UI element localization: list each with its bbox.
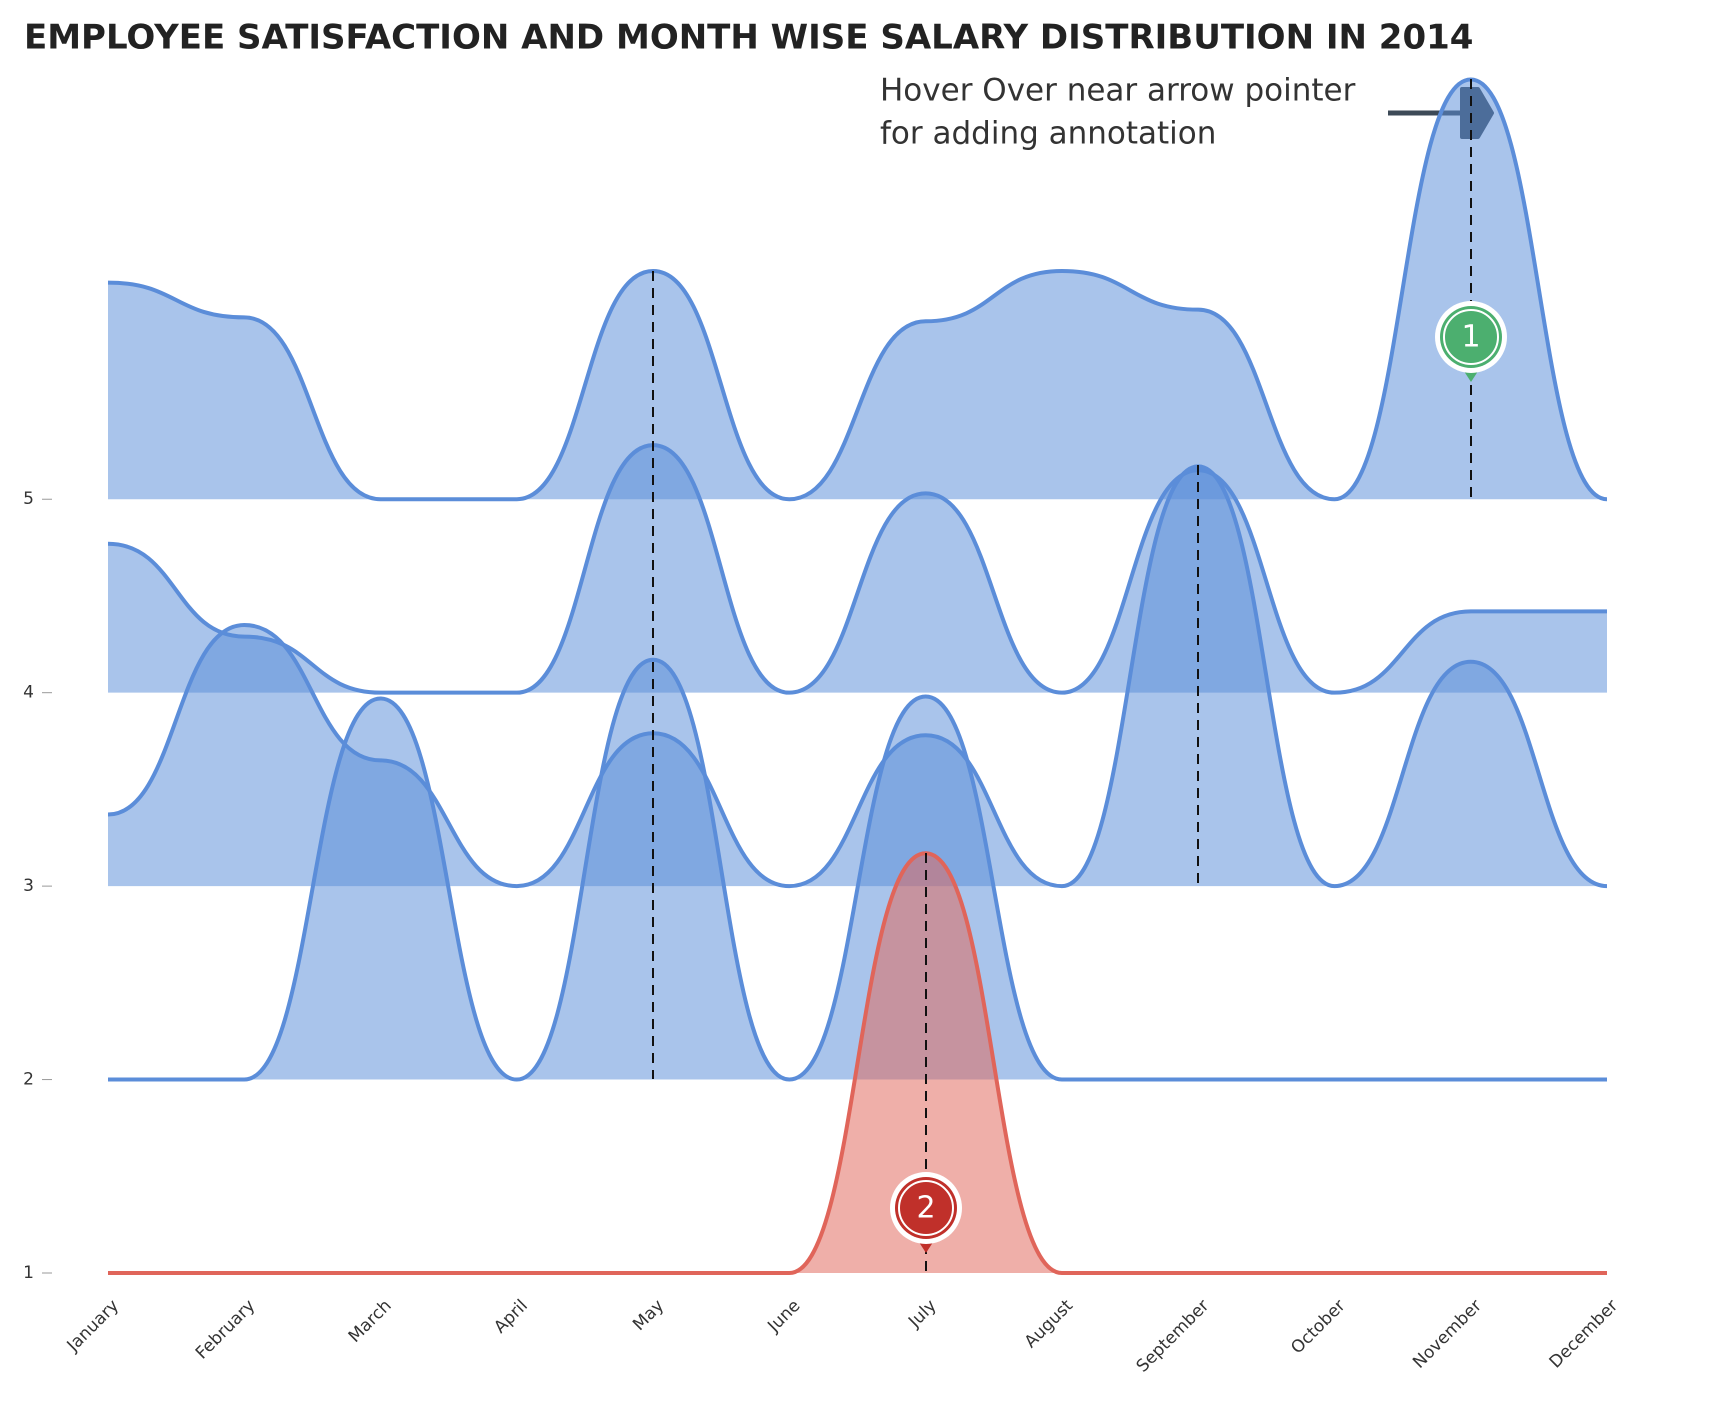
chart-title: EMPLOYEE SATISFACTION AND MONTH WISE SAL…	[24, 18, 1473, 58]
ridge-line	[107, 443, 1607, 695]
x-tick-label: February	[192, 1296, 259, 1363]
x-tick-label: May	[629, 1296, 668, 1335]
x-tick-label: January	[63, 1296, 123, 1356]
x-tick-label: August	[1021, 1296, 1077, 1352]
ridge-area	[108, 659, 1607, 1080]
x-tick-label: July	[904, 1296, 940, 1332]
marker-label: 2	[916, 1191, 935, 1226]
x-tick-label: December	[1546, 1296, 1622, 1372]
ridge-area	[108, 466, 1607, 887]
x-tick-label: March	[345, 1296, 396, 1347]
x-tick-label: September	[1133, 1296, 1214, 1377]
x-tick-label: November	[1409, 1296, 1486, 1373]
marker-circle	[895, 1177, 957, 1239]
annotation-note: Hover Over near arrow pointer	[880, 73, 1356, 109]
x-tick-label: June	[763, 1296, 804, 1337]
x-tick-label: October	[1287, 1296, 1349, 1358]
ridge-area	[108, 79, 1607, 500]
marker-ring	[1443, 309, 1499, 365]
annotation-note: for adding annotation	[880, 116, 1216, 152]
y-tick-label: 2	[23, 1070, 34, 1090]
marker-label: 1	[1461, 320, 1480, 355]
x-tick-label: April	[490, 1296, 532, 1338]
y-tick-label: 4	[23, 683, 34, 703]
y-tick-label: 5	[23, 489, 34, 509]
ridge-line	[107, 77, 1608, 502]
y-tick-label: 1	[23, 1263, 34, 1283]
y-tick-label: 3	[23, 876, 34, 896]
ridge-line	[108, 851, 1607, 1276]
marker-circle	[1440, 306, 1502, 368]
ridge-line	[107, 657, 1607, 1082]
marker-ring	[898, 1180, 954, 1236]
